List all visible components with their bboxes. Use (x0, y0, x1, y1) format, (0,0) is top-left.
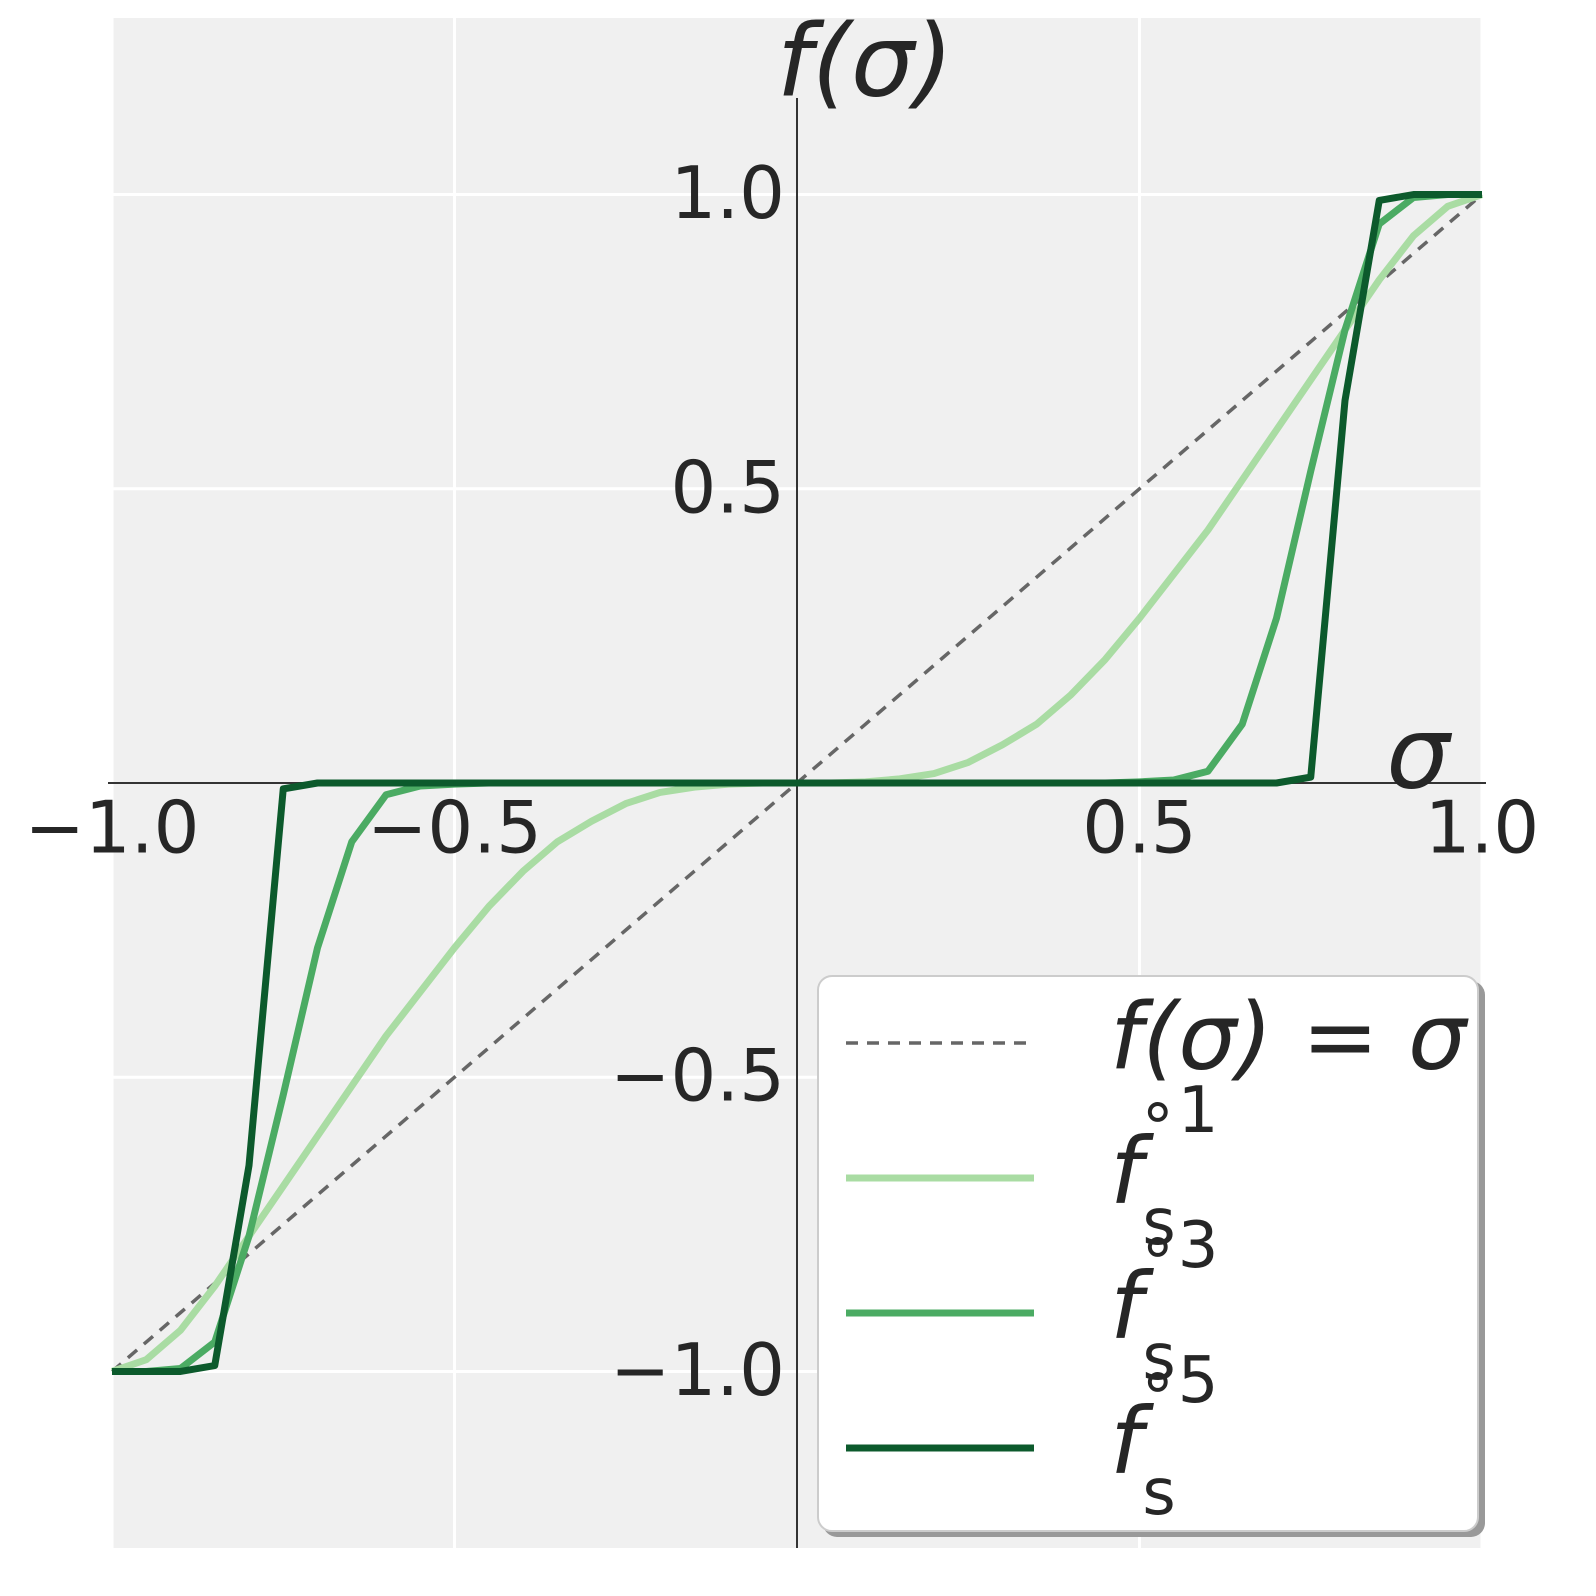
x-axis-label: σ (1386, 694, 1452, 811)
legend-label: fs∘5 (1110, 1344, 1219, 1530)
y-tick-label: 1.0 (670, 151, 785, 235)
x-tick-label: 1.0 (1425, 786, 1540, 870)
series-line (112, 191, 1482, 1375)
x-tick-label: −1.0 (25, 786, 200, 870)
x-tick-label: 0.5 (1082, 786, 1197, 870)
y-axis-label: f(σ) (777, 2, 954, 119)
y-tick-label: −0.5 (610, 1034, 785, 1118)
legend-label: fs∘1 (1110, 1074, 1219, 1260)
y-tick-label: 0.5 (670, 445, 785, 529)
y-tick-label: −1.0 (610, 1328, 785, 1412)
legend-label: fs∘3 (1110, 1209, 1219, 1395)
x-tick-label: −0.5 (367, 786, 542, 870)
legend-label: f(σ) = σ (1110, 983, 1469, 1090)
legend-box (817, 975, 1479, 1532)
